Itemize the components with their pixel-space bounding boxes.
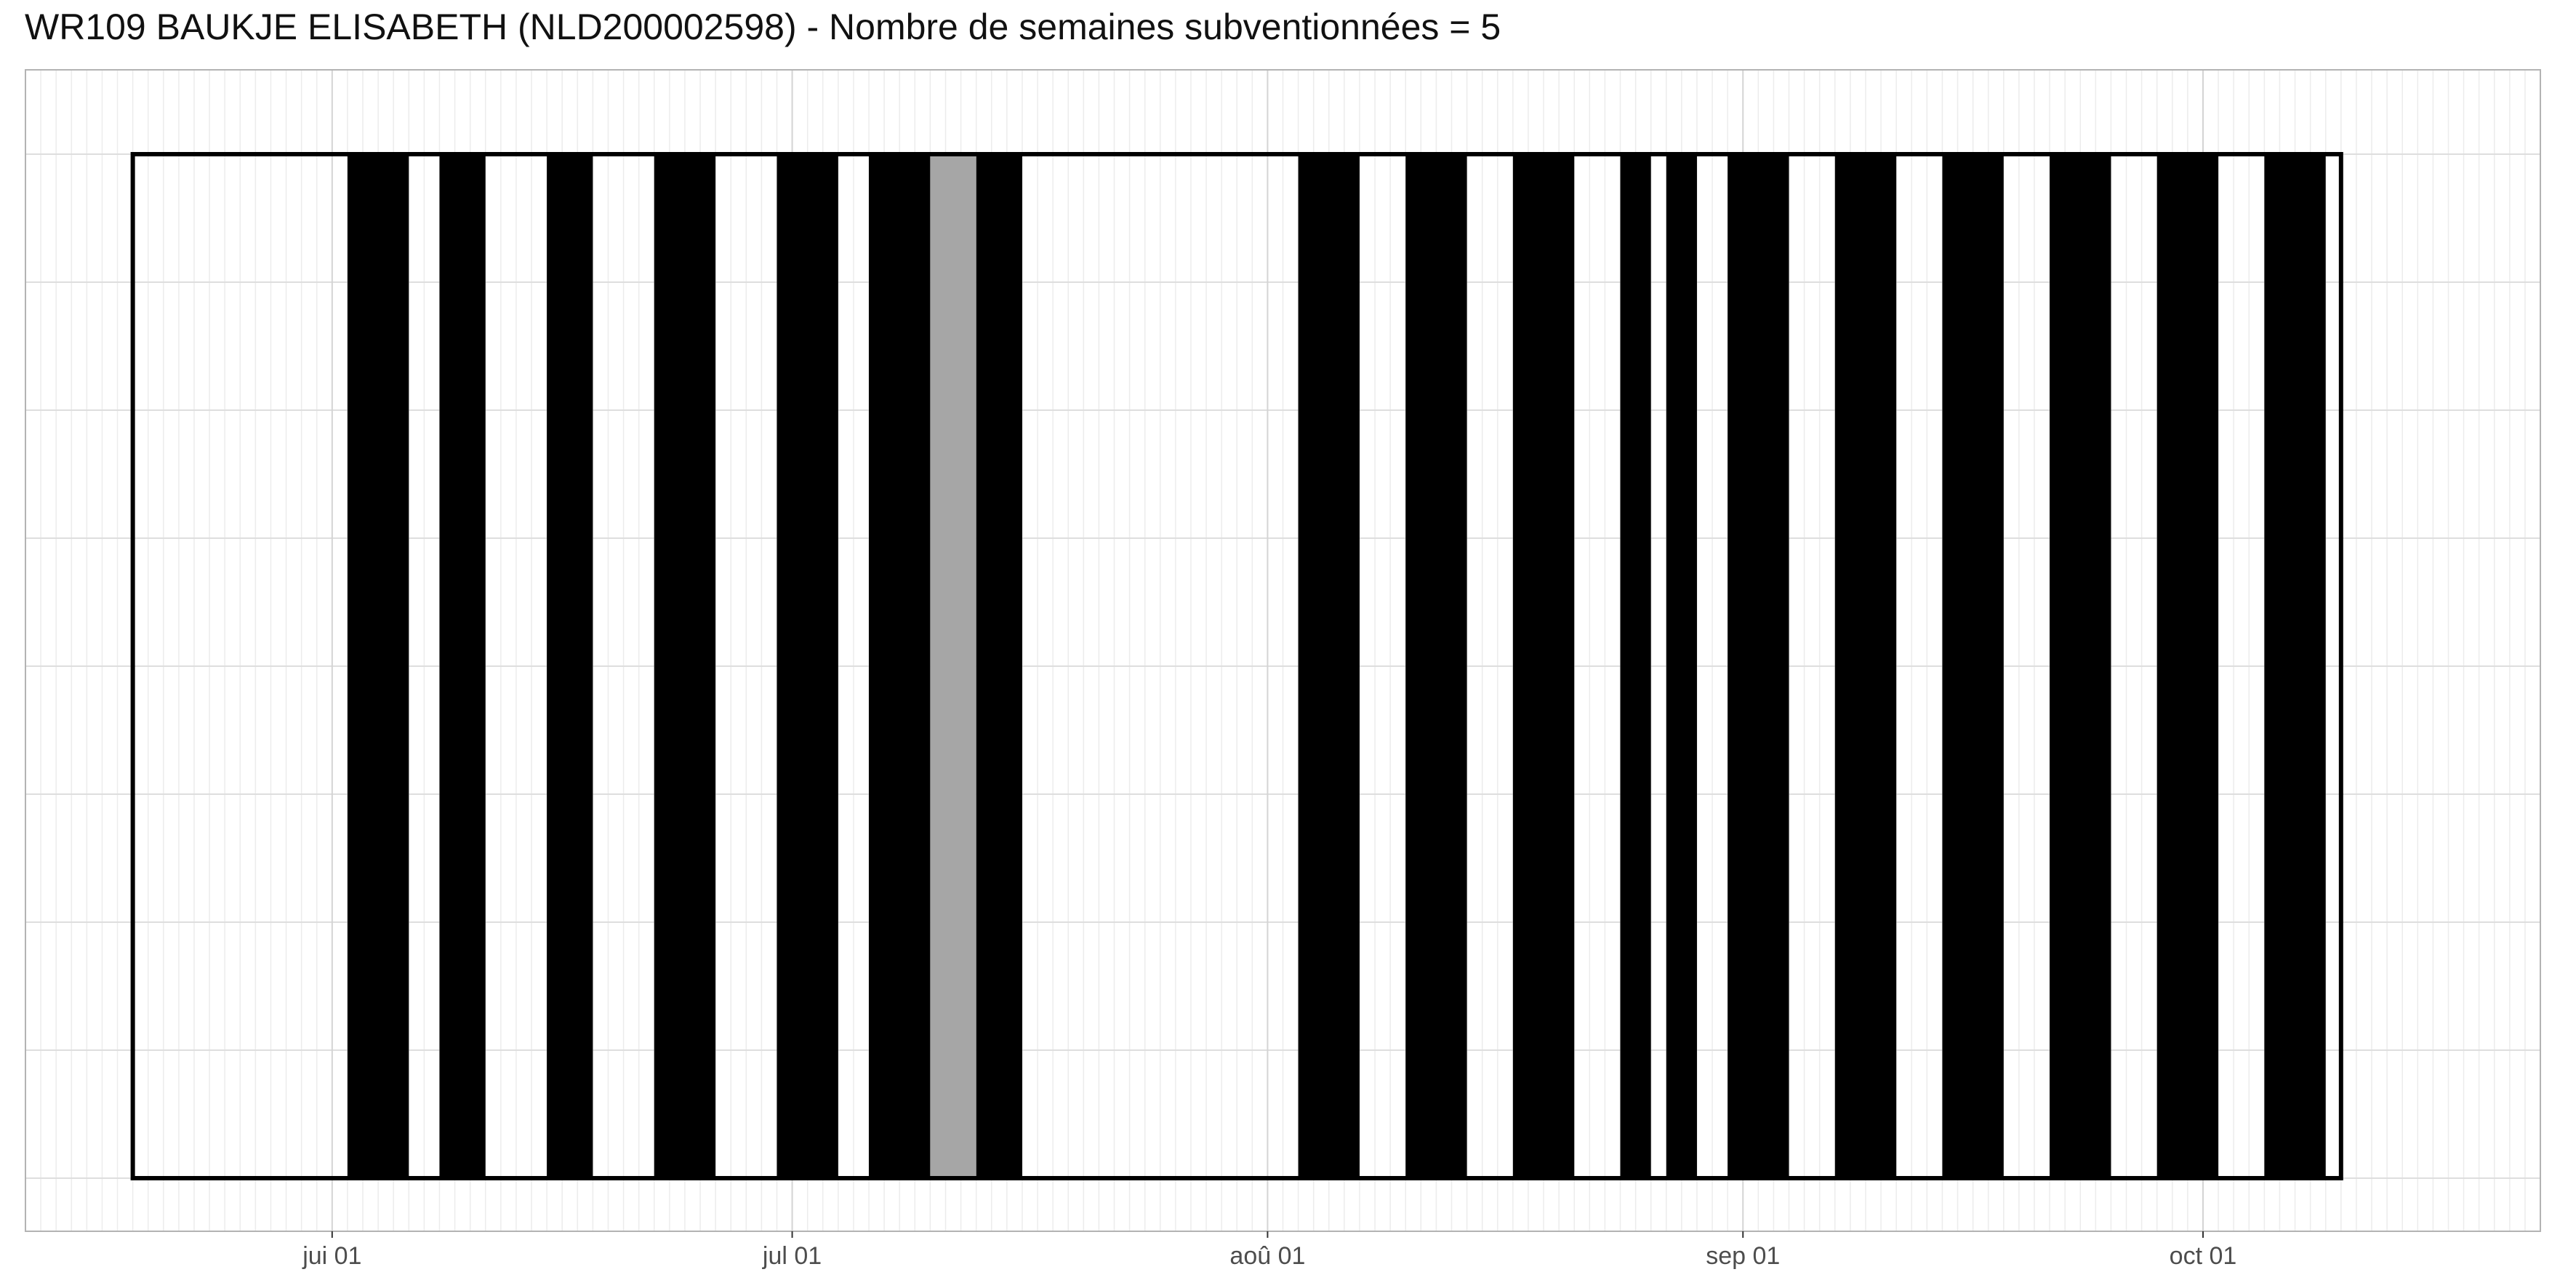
activity-bars bbox=[347, 154, 2326, 1178]
activity-bar bbox=[347, 154, 409, 1178]
activity-bar bbox=[1298, 154, 1360, 1178]
activity-bar bbox=[1512, 154, 1575, 1178]
activity-bar bbox=[1620, 154, 1651, 1178]
activity-bar bbox=[2264, 154, 2326, 1178]
chart-title: WR109 BAUKJE ELISABETH (NLD200002598) - … bbox=[25, 7, 1501, 47]
x-tick-label: aoû 01 bbox=[1229, 1242, 1305, 1270]
activity-bar bbox=[1728, 154, 1789, 1178]
activity-bar bbox=[869, 154, 931, 1178]
activity-bar bbox=[2156, 154, 2219, 1178]
activity-bar bbox=[1666, 154, 1697, 1178]
activity-bar bbox=[547, 154, 593, 1178]
season-frame bbox=[130, 152, 2343, 1180]
x-tick-label: sep 01 bbox=[1706, 1242, 1780, 1270]
x-tick-label: jui 01 bbox=[302, 1242, 361, 1270]
activity-bar bbox=[1942, 154, 2004, 1178]
panel-border bbox=[25, 69, 2541, 1232]
activity-bar bbox=[777, 154, 838, 1178]
activity-bar bbox=[930, 154, 976, 1178]
activity-bar bbox=[1834, 154, 1897, 1178]
activity-bar bbox=[1405, 154, 1467, 1178]
x-axis: jui 01 jul 01 aoû 01 sep 01 oct 01 bbox=[302, 1231, 2236, 1270]
activity-bar bbox=[439, 154, 486, 1178]
activity-bar bbox=[976, 154, 1022, 1178]
x-tick-label: jul 01 bbox=[762, 1242, 822, 1270]
x-tick-label: oct 01 bbox=[2170, 1242, 2237, 1270]
activity-bar bbox=[2050, 154, 2111, 1178]
activity-bar bbox=[654, 154, 716, 1178]
